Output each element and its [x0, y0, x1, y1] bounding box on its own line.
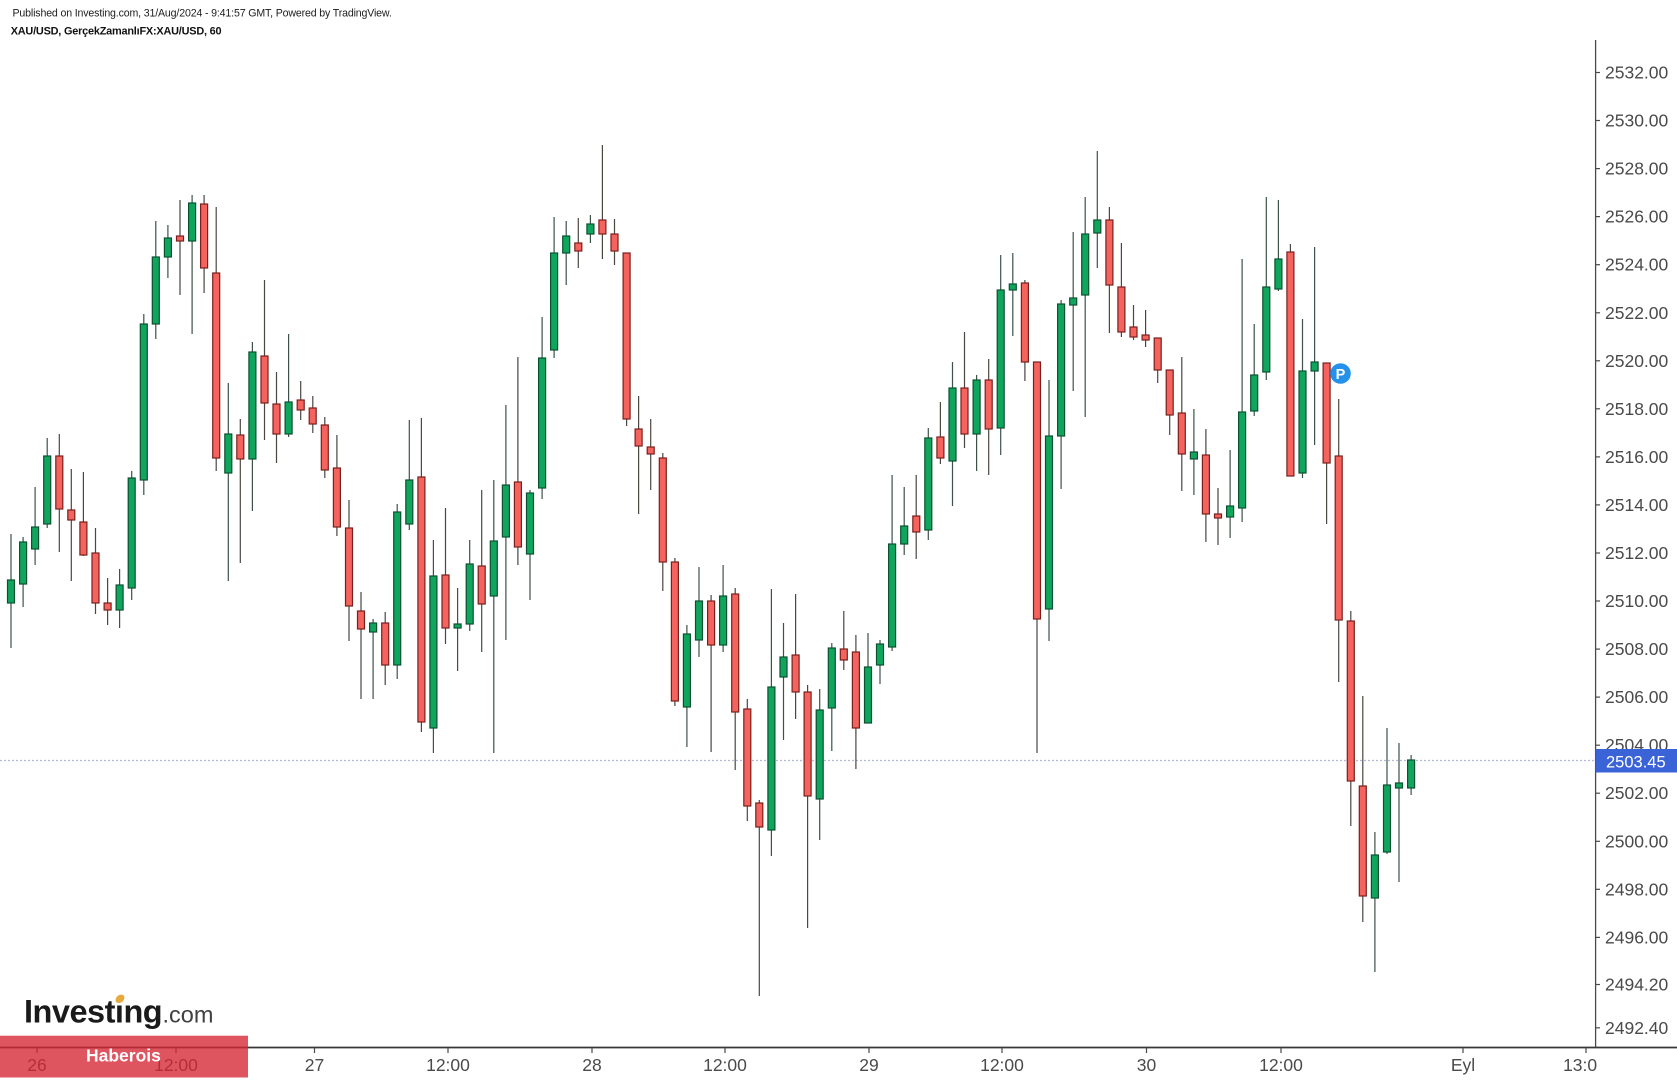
svg-text:27: 27: [305, 1055, 324, 1075]
svg-text:2526.00: 2526.00: [1605, 207, 1669, 227]
svg-text:2512.00: 2512.00: [1605, 543, 1669, 563]
svg-text:29: 29: [859, 1055, 878, 1075]
svg-text:12:00: 12:00: [980, 1055, 1024, 1075]
svg-text:P: P: [1336, 367, 1346, 383]
svg-text:2522.00: 2522.00: [1605, 303, 1669, 323]
svg-text:Investıng: Investıng: [24, 994, 162, 1030]
svg-text:2516.00: 2516.00: [1605, 447, 1669, 467]
svg-text:2532.00: 2532.00: [1605, 63, 1669, 83]
svg-text:2494.20: 2494.20: [1605, 975, 1669, 995]
svg-text:Eyl: Eyl: [1451, 1055, 1475, 1075]
svg-text:2506.00: 2506.00: [1605, 687, 1669, 707]
svg-text:2510.00: 2510.00: [1605, 591, 1669, 611]
svg-text:2514.00: 2514.00: [1605, 495, 1669, 515]
svg-text:2518.00: 2518.00: [1605, 399, 1669, 419]
svg-text:.com: .com: [163, 1002, 214, 1028]
svg-text:XAU/USD, GerçekZamanlıFX:XAU/U: XAU/USD, GerçekZamanlıFX:XAU/USD, 60: [11, 26, 222, 38]
svg-text:2530.00: 2530.00: [1605, 111, 1669, 131]
svg-text:Haberois: Haberois: [86, 1046, 161, 1066]
svg-text:2508.00: 2508.00: [1605, 639, 1669, 659]
svg-text:2502.00: 2502.00: [1605, 783, 1669, 803]
svg-text:2492.40: 2492.40: [1605, 1018, 1669, 1038]
svg-text:2500.00: 2500.00: [1605, 831, 1669, 851]
svg-text:2498.00: 2498.00: [1605, 879, 1669, 899]
svg-text:2496.00: 2496.00: [1605, 927, 1669, 947]
svg-text:2503.45: 2503.45: [1606, 754, 1666, 772]
svg-text:30: 30: [1137, 1055, 1157, 1075]
svg-text:13:0: 13:0: [1563, 1055, 1597, 1075]
svg-text:12:00: 12:00: [426, 1055, 470, 1075]
svg-text:12:00: 12:00: [703, 1055, 747, 1075]
svg-text:2520.00: 2520.00: [1605, 351, 1669, 371]
svg-text:Published on Investing.com, 31: Published on Investing.com, 31/Aug/2024 …: [13, 8, 392, 20]
svg-text:2528.00: 2528.00: [1605, 159, 1669, 179]
svg-text:2524.00: 2524.00: [1605, 255, 1669, 275]
svg-text:12:00: 12:00: [1259, 1055, 1303, 1075]
svg-text:28: 28: [582, 1055, 601, 1075]
